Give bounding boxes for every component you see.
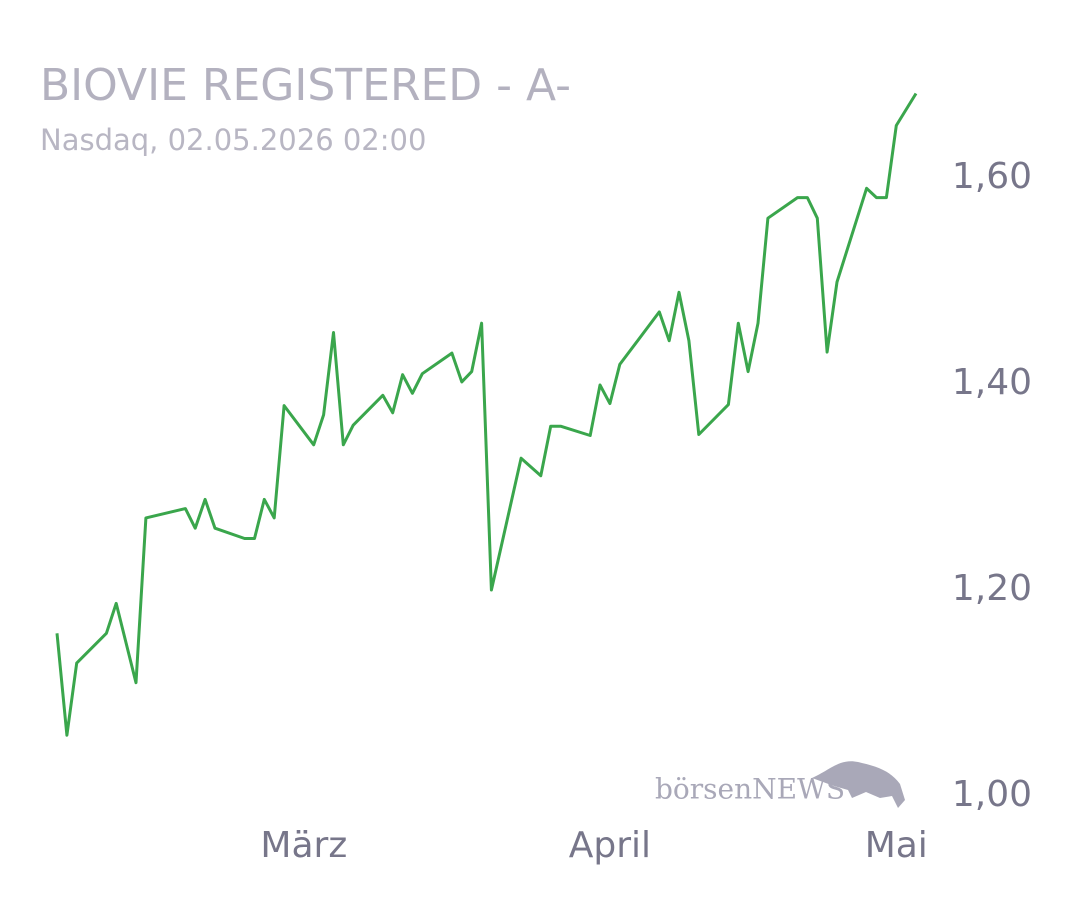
chart-subtitle: Nasdaq, 02.05.2026 02:00 — [40, 123, 426, 157]
y-tick-label: 1,40 — [952, 362, 1032, 403]
logo-bull — [812, 761, 905, 808]
y-tick-label: 1,60 — [952, 156, 1032, 197]
y-tick-label: 1,20 — [952, 568, 1032, 609]
price-line — [55, 92, 918, 737]
x-tick-label: April — [569, 825, 651, 866]
x-tick-label: Mai — [865, 825, 928, 866]
chart-title: BIOVIE REGISTERED - A- — [40, 60, 571, 111]
x-tick-label: März — [260, 825, 347, 866]
y-tick-label: 1,00 — [952, 774, 1032, 815]
